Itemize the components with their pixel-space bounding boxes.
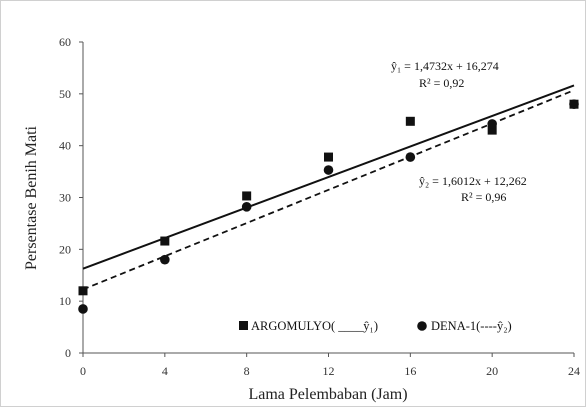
y-axis-title: Persentase Benih Mati xyxy=(23,125,40,270)
x-tick-label: 8 xyxy=(244,364,250,378)
equation-series-1: ŷ₁ = 1,4732x + 16,274 xyxy=(391,59,499,73)
y-tick-label: 60 xyxy=(59,35,71,49)
y-tick-label: 30 xyxy=(59,191,71,205)
data-point-series-1 xyxy=(242,191,252,201)
legend-marker-circle xyxy=(417,321,427,331)
y-tick-label: 10 xyxy=(59,294,71,308)
data-point-series-2 xyxy=(569,99,579,109)
y-tick-label: 40 xyxy=(59,139,71,153)
y-tick-label: 0 xyxy=(65,346,71,360)
r2-series-1: R² = 0,92 xyxy=(419,76,464,90)
legend: ARGOMULYO( ____ŷ₁) DENA-1(----ŷ₂) xyxy=(239,319,512,333)
legend-label-series-1: ARGOMULYO( ____ŷ₁) xyxy=(251,319,378,333)
data-point-series-2 xyxy=(160,254,170,265)
data-point-series-2 xyxy=(405,152,416,162)
data-point-series-2 xyxy=(323,165,334,175)
x-tick-label: 20 xyxy=(486,364,498,378)
y-tick-label: 20 xyxy=(59,242,71,256)
annotations: ŷ₁ = 1,4732x + 16,274 R² = 0,92 ŷ₂ = 1,6… xyxy=(391,59,527,204)
data-point-series-2 xyxy=(487,119,497,129)
x-tick-label: 24 xyxy=(568,364,580,378)
equation-series-2: ŷ₂ = 1,6012x + 12,262 xyxy=(419,174,527,188)
legend-marker-square xyxy=(239,321,248,330)
r2-series-2: R² = 0,96 xyxy=(461,190,506,204)
x-axis-title: Lama Pelembaban (Jam) xyxy=(248,386,407,403)
x-tick-label: 4 xyxy=(162,364,168,378)
data-points xyxy=(78,99,579,314)
y-tick-label: 50 xyxy=(59,87,71,101)
x-tick-label: 0 xyxy=(80,364,86,378)
x-tick-label: 12 xyxy=(323,364,335,378)
data-point-series-2 xyxy=(241,202,252,212)
data-point-series-1 xyxy=(78,286,88,296)
data-point-series-1 xyxy=(405,116,415,126)
data-point-series-1 xyxy=(487,125,497,135)
x-tick-label: 16 xyxy=(404,364,416,378)
axes: 0 10 20 30 40 50 60 0 4 8 12 16 20 24 xyxy=(59,35,580,378)
legend-label-series-2: DENA-1(----ŷ₂) xyxy=(431,319,512,333)
data-point-series-1 xyxy=(324,152,333,162)
data-point-series-2 xyxy=(78,304,88,314)
data-point-series-1 xyxy=(160,236,170,246)
